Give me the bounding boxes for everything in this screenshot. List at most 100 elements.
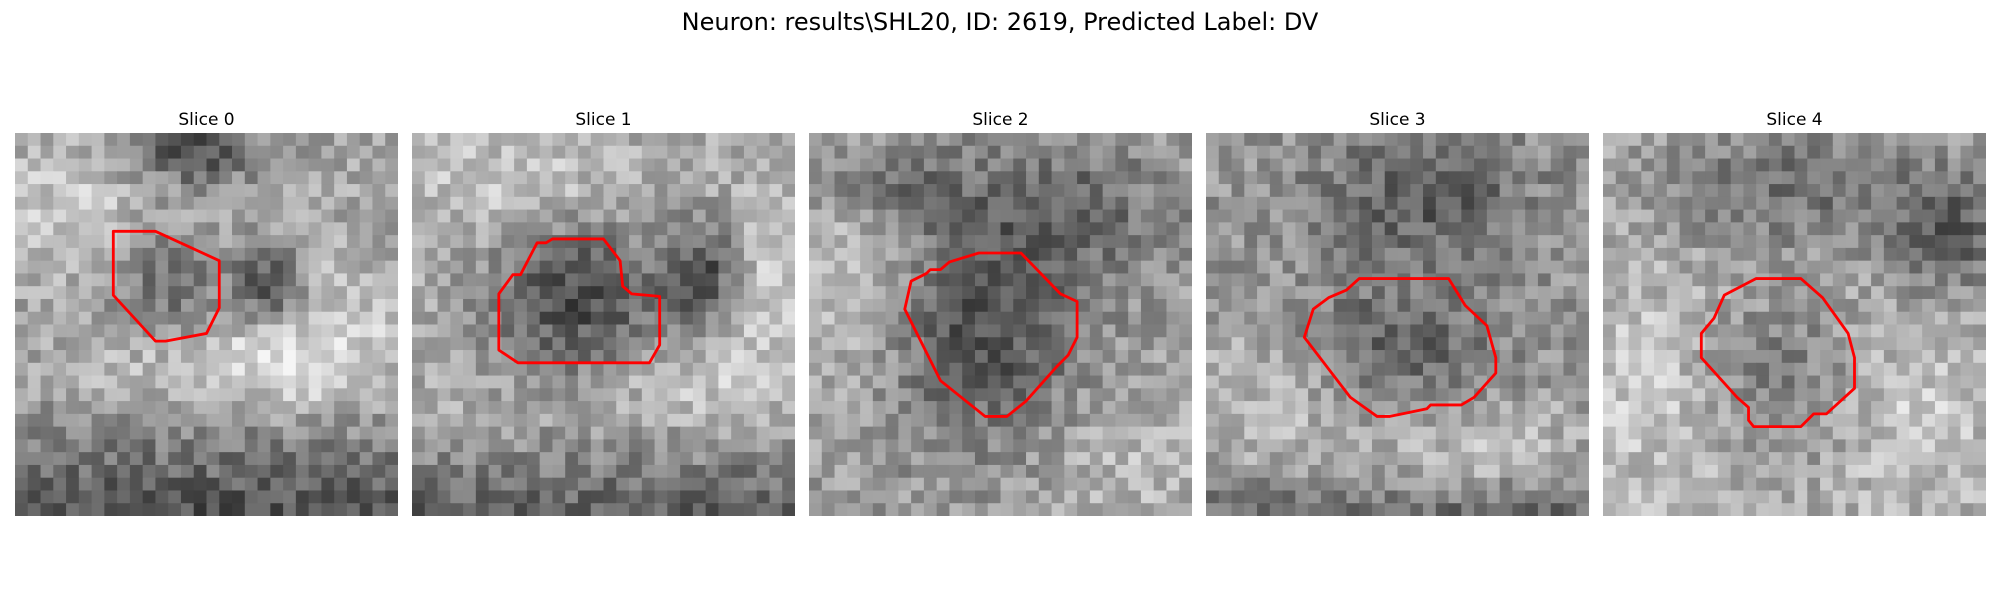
image-pixel <box>1909 286 1923 300</box>
image-pixel <box>847 413 861 428</box>
image-pixel <box>1359 298 1373 313</box>
image-pixel <box>949 503 963 516</box>
image-pixel <box>1576 337 1589 351</box>
image-pixel <box>1820 311 1834 326</box>
image-pixel <box>1550 375 1564 389</box>
image-pixel <box>1499 388 1513 402</box>
image-pixel <box>731 375 745 389</box>
image-pixel <box>1089 260 1104 274</box>
image-pixel <box>667 171 681 185</box>
image-pixel <box>1525 311 1539 326</box>
image-pixel <box>142 413 156 428</box>
image-pixel <box>872 171 887 185</box>
image-pixel <box>680 452 694 466</box>
image-pixel <box>1371 490 1386 504</box>
image-pixel <box>91 158 105 172</box>
image-pixel <box>1845 222 1859 236</box>
image-pixel <box>1576 286 1589 300</box>
image-pixel <box>1603 464 1617 479</box>
image-pixel <box>78 401 93 415</box>
image-pixel <box>91 388 105 402</box>
image-pixel <box>219 209 233 223</box>
image-pixel <box>809 158 823 172</box>
image-pixel <box>283 413 297 428</box>
image-pixel <box>667 273 681 287</box>
image-pixel <box>1000 171 1014 185</box>
image-pixel <box>809 260 823 274</box>
image-pixel <box>321 464 335 479</box>
image-pixel <box>142 171 156 185</box>
image-pixel <box>1295 145 1309 160</box>
image-pixel <box>385 375 398 389</box>
image-pixel <box>1717 503 1732 516</box>
image-pixel <box>372 490 386 504</box>
image-pixel <box>232 362 246 377</box>
image-pixel <box>1397 196 1411 211</box>
image-pixel <box>885 324 899 338</box>
image-pixel <box>15 260 29 274</box>
image-pixel <box>1295 184 1309 198</box>
image-pixel <box>1563 286 1577 300</box>
image-pixel <box>1832 196 1847 211</box>
image-pixel <box>1320 222 1335 236</box>
image-pixel <box>718 477 732 491</box>
image-pixel <box>412 133 426 147</box>
image-pixel <box>1973 490 1986 504</box>
image-pixel <box>463 401 477 415</box>
image-pixel <box>1474 247 1488 262</box>
image-pixel <box>1654 273 1668 287</box>
image-pixel <box>1128 209 1142 223</box>
image-pixel <box>1051 452 1065 466</box>
image-pixel <box>1832 337 1847 351</box>
image-pixel <box>590 260 605 274</box>
image-pixel <box>1666 490 1681 504</box>
image-pixel <box>834 337 848 351</box>
image-pixel <box>1333 452 1347 466</box>
image-pixel <box>1756 477 1770 491</box>
image-pixel <box>565 439 579 453</box>
image-pixel <box>1153 196 1167 211</box>
image-pixel <box>1000 439 1014 453</box>
image-pixel <box>1244 350 1258 364</box>
image-pixel <box>1922 235 1936 249</box>
image-pixel <box>346 350 361 364</box>
image-pixel <box>1115 388 1129 402</box>
image-pixel <box>359 158 373 172</box>
image-pixel <box>1845 401 1859 415</box>
image-pixel <box>590 464 605 479</box>
image-pixel <box>629 145 643 160</box>
image-pixel <box>1218 401 1233 415</box>
image-pixel <box>680 145 694 160</box>
image-pixel <box>1153 184 1167 198</box>
image-pixel <box>475 247 490 262</box>
image-pixel <box>1679 133 1693 147</box>
image-pixel <box>219 375 233 389</box>
image-pixel <box>1871 401 1885 415</box>
image-pixel <box>1743 209 1757 223</box>
image-pixel <box>616 171 630 185</box>
image-pixel <box>834 401 848 415</box>
image-pixel <box>1269 235 1284 249</box>
image-pixel <box>705 477 719 491</box>
image-pixel <box>769 452 783 466</box>
image-pixel <box>1756 260 1770 274</box>
image-pixel <box>27 235 42 249</box>
image-pixel <box>1922 337 1936 351</box>
image-pixel <box>1486 490 1501 504</box>
image-pixel <box>1615 311 1630 326</box>
image-pixel <box>1679 413 1693 428</box>
image-pixel <box>1448 196 1462 211</box>
image-pixel <box>872 388 887 402</box>
image-pixel <box>385 490 398 504</box>
image-pixel <box>334 464 348 479</box>
image-pixel <box>577 375 592 389</box>
image-pixel <box>1730 426 1744 440</box>
image-pixel <box>1960 375 1974 389</box>
image-pixel <box>91 298 105 313</box>
image-pixel <box>1371 209 1386 223</box>
image-pixel <box>1102 298 1116 313</box>
image-pixel <box>1257 298 1271 313</box>
image-pixel <box>769 324 783 338</box>
image-pixel <box>450 401 464 415</box>
image-pixel <box>308 260 322 274</box>
